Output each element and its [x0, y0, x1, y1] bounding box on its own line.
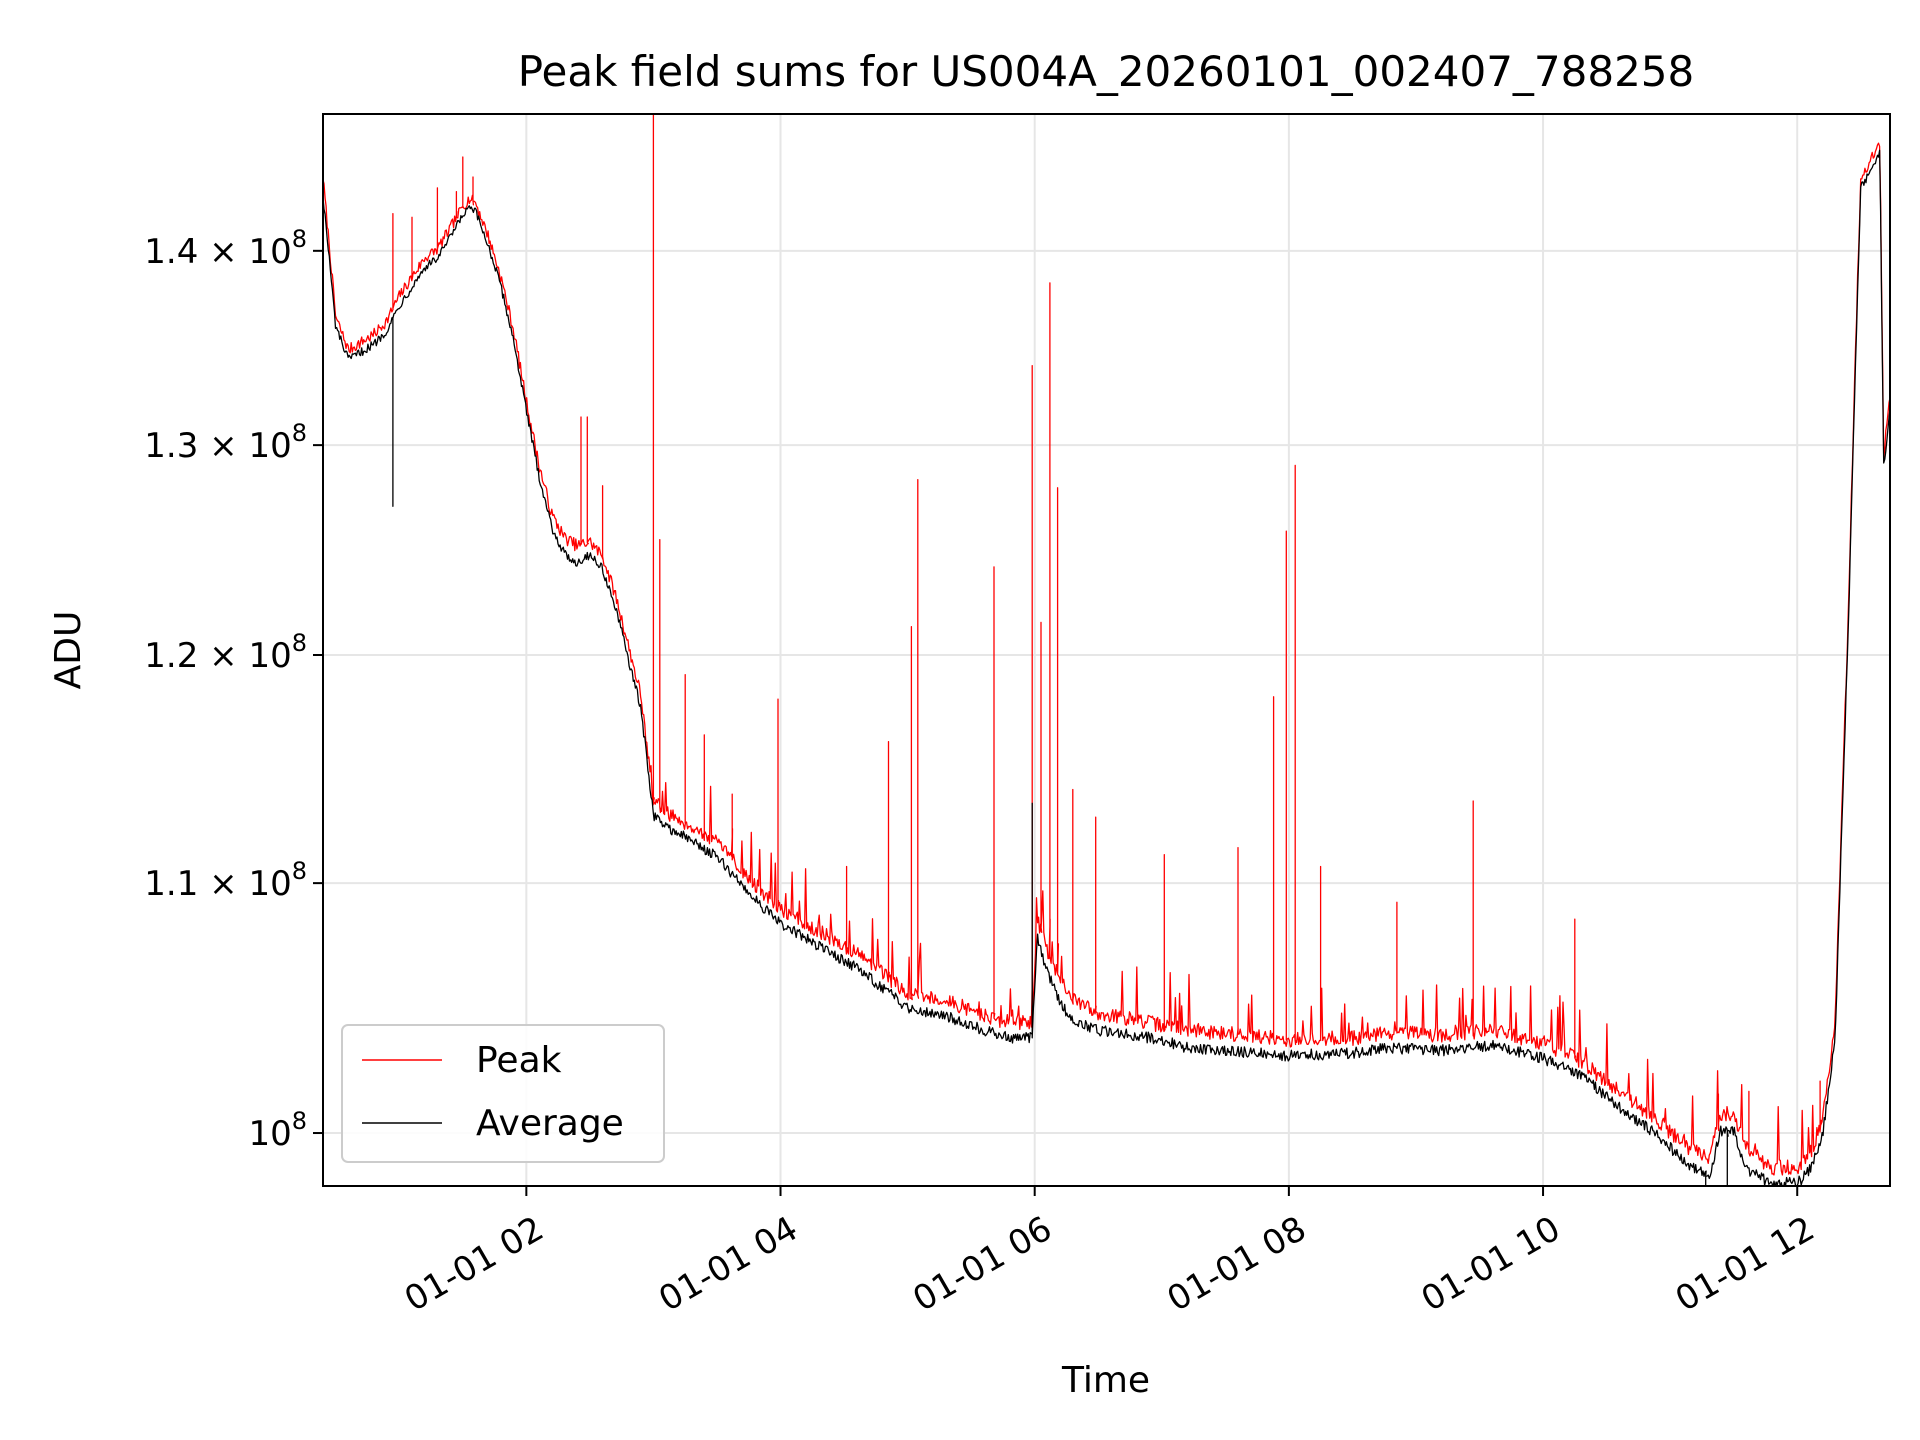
- series-layer: [323, 114, 1890, 1186]
- y-tick-label: 108: [248, 1107, 307, 1154]
- y-axis-title: ADU: [48, 611, 89, 690]
- legend-peak-label: Peak: [476, 1040, 562, 1081]
- y-tick-base: 1.4 × 10: [144, 232, 291, 272]
- y-tick-base: 1.3 × 10: [144, 426, 291, 466]
- y-tick-exponent: 8: [292, 1107, 307, 1135]
- legend-average-label: Average: [476, 1103, 624, 1144]
- y-tick-exponent: 8: [292, 419, 307, 447]
- y-tick-exponent: 8: [292, 225, 307, 253]
- y-tick-label: 1.1 × 108: [144, 857, 307, 904]
- plot-frame: [322, 113, 1891, 1187]
- y-tick-exponent: 8: [292, 857, 307, 885]
- chart-title: Peak field sums for US004A_20260101_0024…: [518, 47, 1695, 96]
- series-line-peak: [323, 114, 1890, 1176]
- y-tick-label: 1.2 × 108: [144, 629, 307, 676]
- y-tick-base: 1.2 × 10: [144, 636, 291, 676]
- legend: Peak Average: [341, 1024, 665, 1163]
- y-tick-label: 1.4 × 108: [144, 225, 307, 272]
- y-tick-label: 1.3 × 108: [144, 419, 307, 466]
- x-axis-title: Time: [1061, 1360, 1150, 1401]
- y-tick-base: 1.1 × 10: [144, 864, 291, 904]
- y-tick-base: 10: [248, 1114, 291, 1154]
- series-line-average: [323, 149, 1890, 1186]
- y-tick-exponent: 8: [292, 629, 307, 657]
